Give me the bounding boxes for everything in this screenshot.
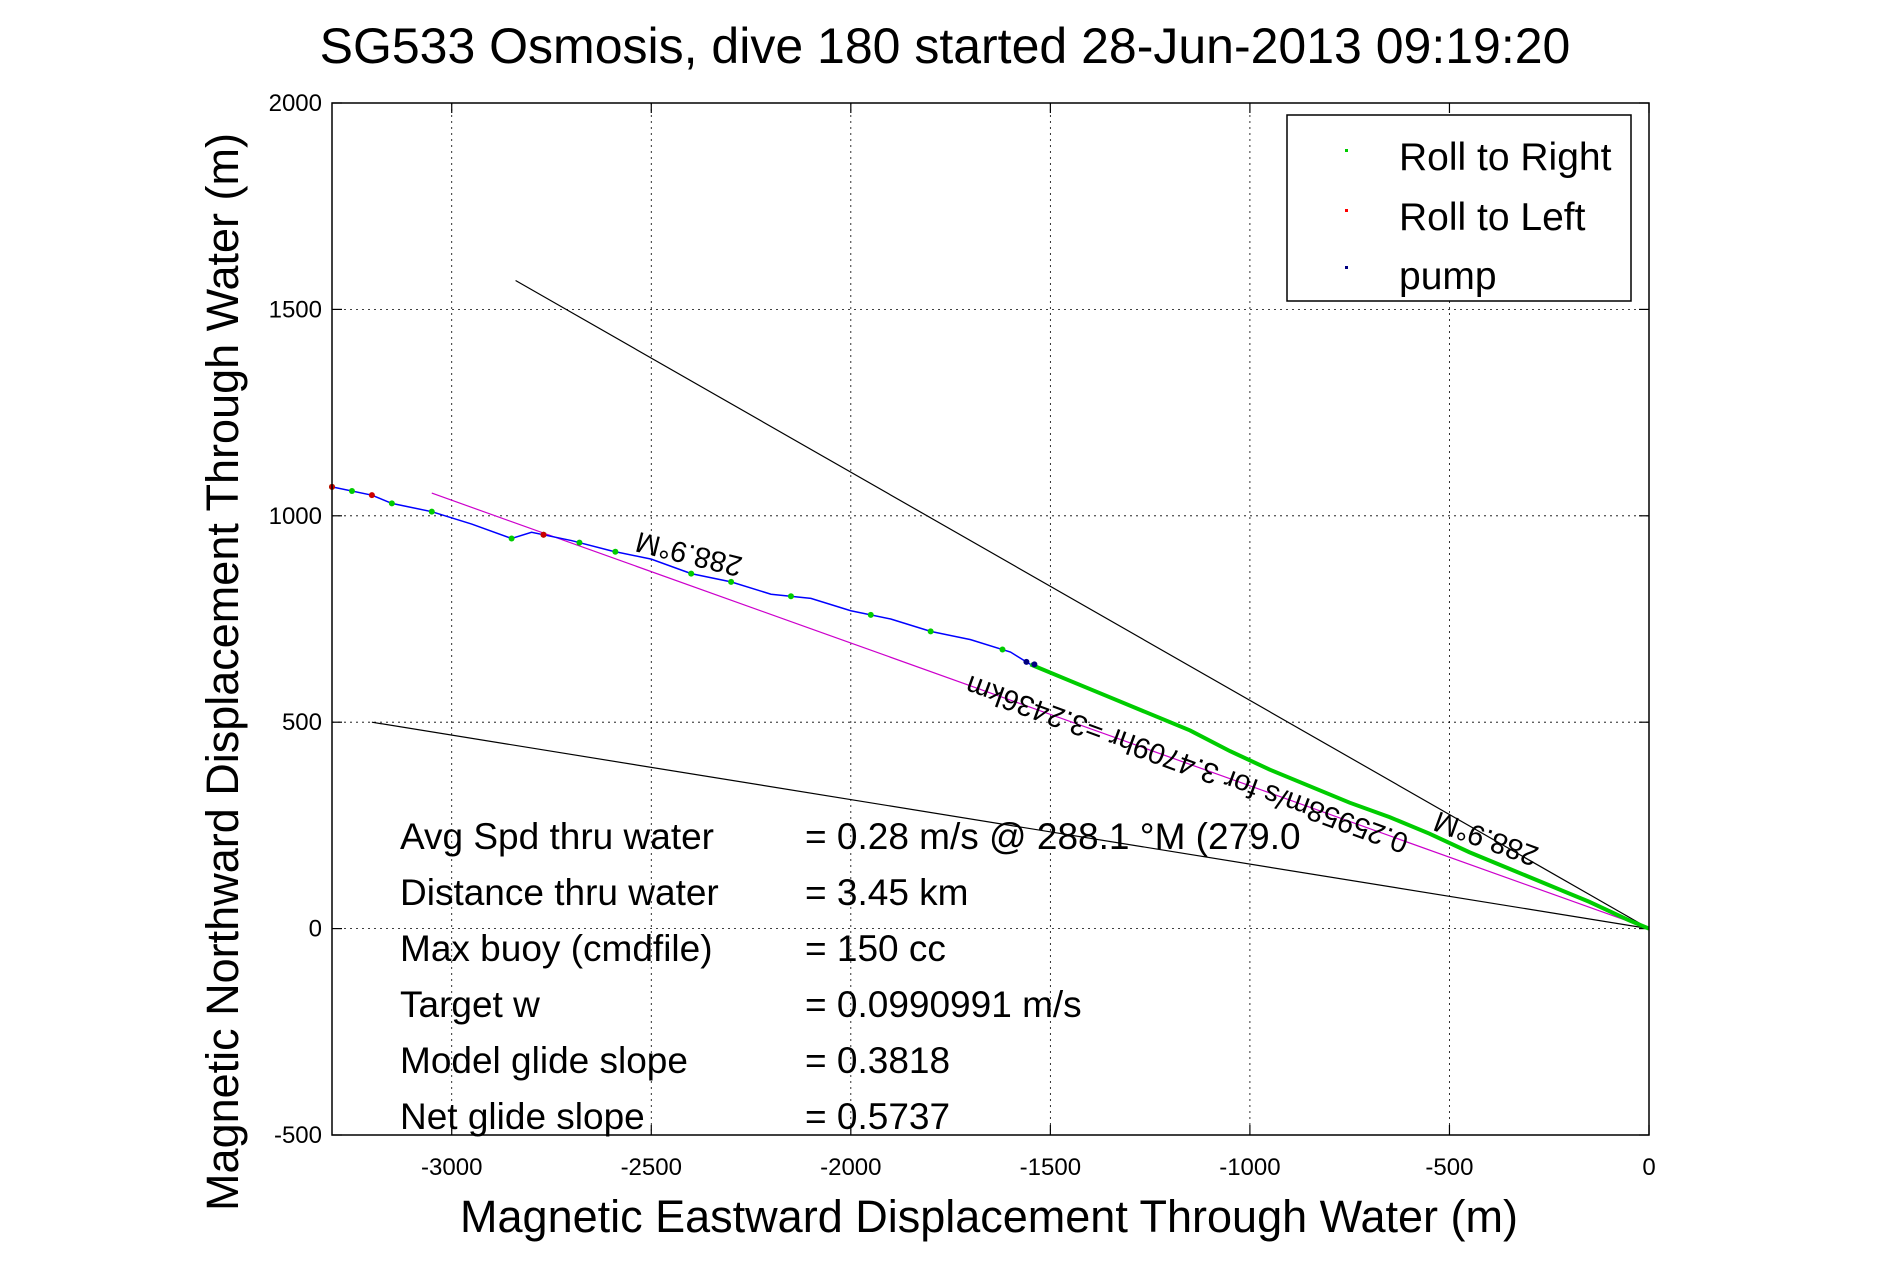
stat-value: = 0.28 m/s @ 288.1 °M (279.0 <box>805 816 1301 857</box>
roll-right-point <box>428 508 435 515</box>
y-tick-label: 0 <box>309 916 322 943</box>
legend-item-pump: pump <box>1345 255 1497 298</box>
stat-label: Net glide slope <box>400 1096 645 1137</box>
x-tick-label: 0 <box>1642 1154 1655 1181</box>
legend-marker-roll-right <box>1345 149 1348 152</box>
stat-label: Max buoy (cmdfile) <box>400 928 713 969</box>
x-axis-label: Magnetic Eastward Displacement Through W… <box>460 1191 1518 1242</box>
y-tick-label: -500 <box>274 1122 322 1149</box>
x-tick-label: -1000 <box>1219 1154 1280 1181</box>
stat-label: Target w <box>400 984 540 1025</box>
roll-right-point <box>999 646 1006 653</box>
track-layer <box>329 483 1650 931</box>
stat-value: = 0.3818 <box>805 1040 950 1081</box>
plot-frame <box>331 102 1650 1136</box>
stats-block: Avg Spd thru water = 0.28 m/s @ 288.1 °M … <box>400 816 1301 1137</box>
annotation-label: 288.9°M <box>1430 804 1543 871</box>
roll-left-point <box>540 531 547 538</box>
roll-right-point <box>867 611 874 618</box>
y-tick-label: 1000 <box>269 503 322 530</box>
roll-right-point <box>348 488 355 495</box>
glider-track-line <box>331 486 1031 666</box>
chart-title: SG533 Osmosis, dive 180 started 28-Jun-2… <box>320 18 1571 74</box>
stat-value: = 3.45 km <box>805 872 969 913</box>
stat-value: = 150 cc <box>805 928 946 969</box>
x-tick-label: -2000 <box>820 1154 881 1181</box>
reference-lines <box>371 279 1650 930</box>
y-axis-label: Magnetic Northward Displacement Through … <box>197 133 248 1211</box>
roll-right-point <box>688 570 695 577</box>
y-axis-ticks: -500 0 500 1000 1500 2000 <box>269 90 1649 1149</box>
stat-label: Distance thru water <box>400 872 719 913</box>
pump-point <box>1023 658 1030 665</box>
legend-label-roll-right: Roll to Right <box>1399 136 1612 179</box>
roll-right-point <box>576 539 583 546</box>
legend-label-roll-left: Roll to Left <box>1399 196 1586 239</box>
stat-label: Model glide slope <box>400 1040 688 1081</box>
legend-marker-pump <box>1345 266 1348 269</box>
roll-right-track-line <box>1029 662 1650 931</box>
roll-right-point <box>728 578 735 585</box>
legend-item-roll-left: Roll to Left <box>1345 196 1586 239</box>
y-tick-label: 1500 <box>269 296 322 323</box>
legend-box <box>1286 114 1632 302</box>
x-tick-label: -1500 <box>1020 1154 1081 1181</box>
stat-value: = 0.0990991 m/s <box>805 984 1082 1025</box>
legend-label-pump: pump <box>1399 255 1497 298</box>
legend-item-roll-right: Roll to Right <box>1345 136 1612 179</box>
magenta-heading-line <box>431 492 1650 930</box>
y-tick-label: 2000 <box>269 90 322 117</box>
legend-marker-roll-left <box>1345 209 1348 212</box>
stat-value: = 0.5737 <box>805 1096 950 1137</box>
heading-line-lower <box>371 721 1650 930</box>
roll-right-point <box>388 500 395 507</box>
heading-line-upper <box>515 279 1650 930</box>
x-tick-label: -3000 <box>421 1154 482 1181</box>
roll-right-point <box>927 628 934 635</box>
legend: Roll to Right Roll to Left pump <box>1286 114 1632 302</box>
pump-point <box>1031 661 1038 668</box>
x-tick-label: -500 <box>1425 1154 1473 1181</box>
roll-right-point <box>508 535 515 542</box>
roll-left-point <box>368 492 375 499</box>
y-tick-label: 500 <box>282 709 322 736</box>
x-tick-label: -2500 <box>621 1154 682 1181</box>
x-axis-ticks: -3000 -2500 -2000 -1500 -1000 -500 0 <box>421 103 1656 1181</box>
roll-right-point <box>612 548 619 555</box>
stat-label: Avg Spd thru water <box>400 816 714 857</box>
roll-right-point <box>787 593 794 600</box>
